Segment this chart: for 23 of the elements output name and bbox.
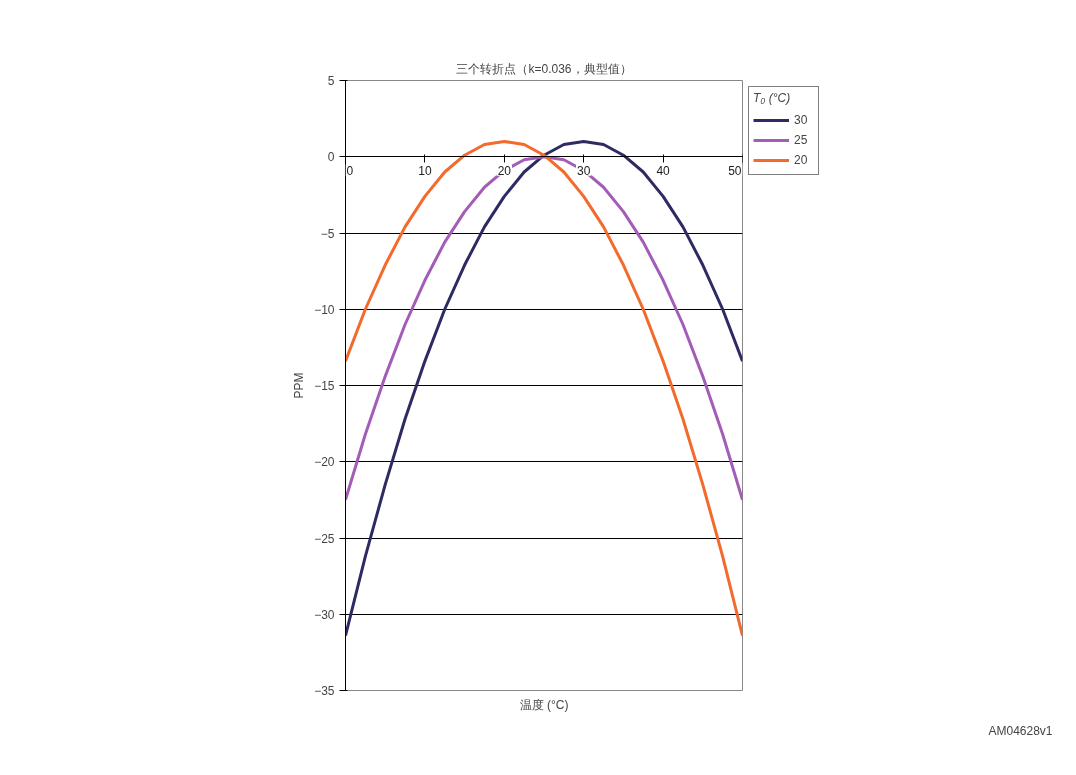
y-tick-label: −20 [314,455,335,470]
y-tick-label: −25 [314,531,335,546]
x-tick-label: 10 [418,163,432,178]
legend-label: 25 [794,133,809,147]
x-tick-label: 20 [497,163,512,178]
y-tick-label: −15 [314,379,335,393]
text: AM04628v1 [988,723,1053,738]
chart-title: 三个转折点（k=0.036，典型值） [456,61,632,76]
y-tick-label: −35 [314,684,335,698]
y-tick-label: −5 [320,226,335,241]
x-tick-label: 0 [346,163,354,178]
x-axis-title: 温度 (°C) [519,697,569,712]
legend-title: T₀ (°C) [753,91,792,105]
legend-label: 20 [794,153,809,167]
y-tick-label: −30 [314,607,335,622]
x-tick-label: 40 [656,163,671,178]
y-tick-label: 0 [327,150,335,165]
y-axis-title: PPM [292,372,307,399]
x-tick-label: 30 [577,163,591,178]
y-tick-label: −10 [314,302,335,317]
x-tick-label: 50 [728,163,742,178]
legend-label: 30 [794,113,809,127]
y-tick-label: 5 [327,74,335,88]
